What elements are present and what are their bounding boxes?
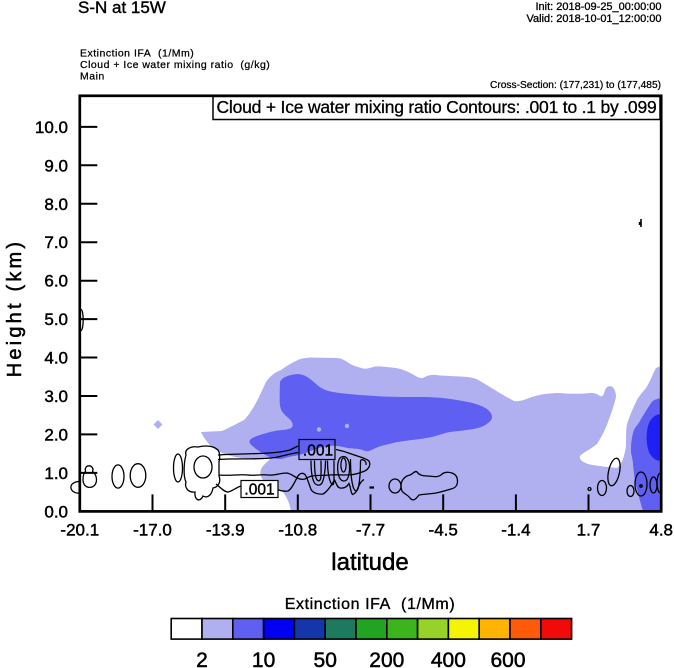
svg-text:2: 2 — [196, 649, 208, 668]
svg-text:50: 50 — [314, 649, 337, 668]
svg-text:Cloud + Ice water mixing ratio: Cloud + Ice water mixing ratio (g/kg) — [80, 59, 270, 71]
svg-text:-13.9: -13.9 — [206, 521, 245, 540]
svg-text:10.0: 10.0 — [35, 118, 68, 137]
svg-text:9.0: 9.0 — [44, 156, 68, 175]
svg-text:0.0: 0.0 — [44, 502, 68, 521]
svg-text:200: 200 — [369, 649, 404, 668]
svg-text:.001: .001 — [244, 482, 274, 499]
svg-text:-20.1: -20.1 — [60, 521, 99, 540]
svg-text:-17.0: -17.0 — [133, 521, 172, 540]
svg-text:400: 400 — [431, 649, 466, 668]
svg-text:-7.7: -7.7 — [356, 521, 385, 540]
svg-text:Cloud + Ice water mixing ratio: Cloud + Ice water mixing ratio Contours:… — [216, 97, 656, 117]
svg-text:Valid: 2018-10-01_12:00:00: Valid: 2018-10-01_12:00:00 — [527, 13, 662, 25]
svg-text:10: 10 — [252, 649, 275, 668]
svg-text:Height (km): Height (km) — [4, 239, 26, 378]
svg-text:Extinction IFA (1/Mm): Extinction IFA (1/Mm) — [80, 48, 194, 60]
svg-text:1.0: 1.0 — [44, 464, 68, 483]
svg-text:Init: 2018-09-25_00:00:00: Init: 2018-09-25_00:00:00 — [536, 1, 662, 13]
svg-text:3.0: 3.0 — [44, 387, 68, 406]
svg-text:.001: .001 — [303, 443, 333, 460]
svg-text:600: 600 — [490, 649, 525, 668]
svg-text:6.0: 6.0 — [44, 272, 68, 291]
svg-text:Main: Main — [80, 71, 105, 83]
svg-text:5.0: 5.0 — [44, 310, 68, 329]
svg-text:2.0: 2.0 — [44, 425, 68, 444]
svg-text:4.0: 4.0 — [44, 349, 68, 368]
svg-text:1.7: 1.7 — [577, 521, 601, 540]
svg-text:-1.4: -1.4 — [501, 521, 530, 540]
svg-text:-4.5: -4.5 — [429, 521, 458, 540]
svg-text:latitude: latitude — [331, 549, 408, 576]
svg-text:8.0: 8.0 — [44, 195, 68, 214]
svg-text:4.8: 4.8 — [649, 521, 673, 540]
svg-text:Cross-Section: (177,231) to (1: Cross-Section: (177,231) to (177,485) — [490, 80, 661, 91]
svg-text:7.0: 7.0 — [44, 233, 68, 252]
svg-text:S-N at 15W: S-N at 15W — [78, 0, 166, 17]
svg-text:-10.8: -10.8 — [278, 521, 317, 540]
svg-text:Extinction IFA (1/Mm): Extinction IFA (1/Mm) — [285, 596, 456, 613]
